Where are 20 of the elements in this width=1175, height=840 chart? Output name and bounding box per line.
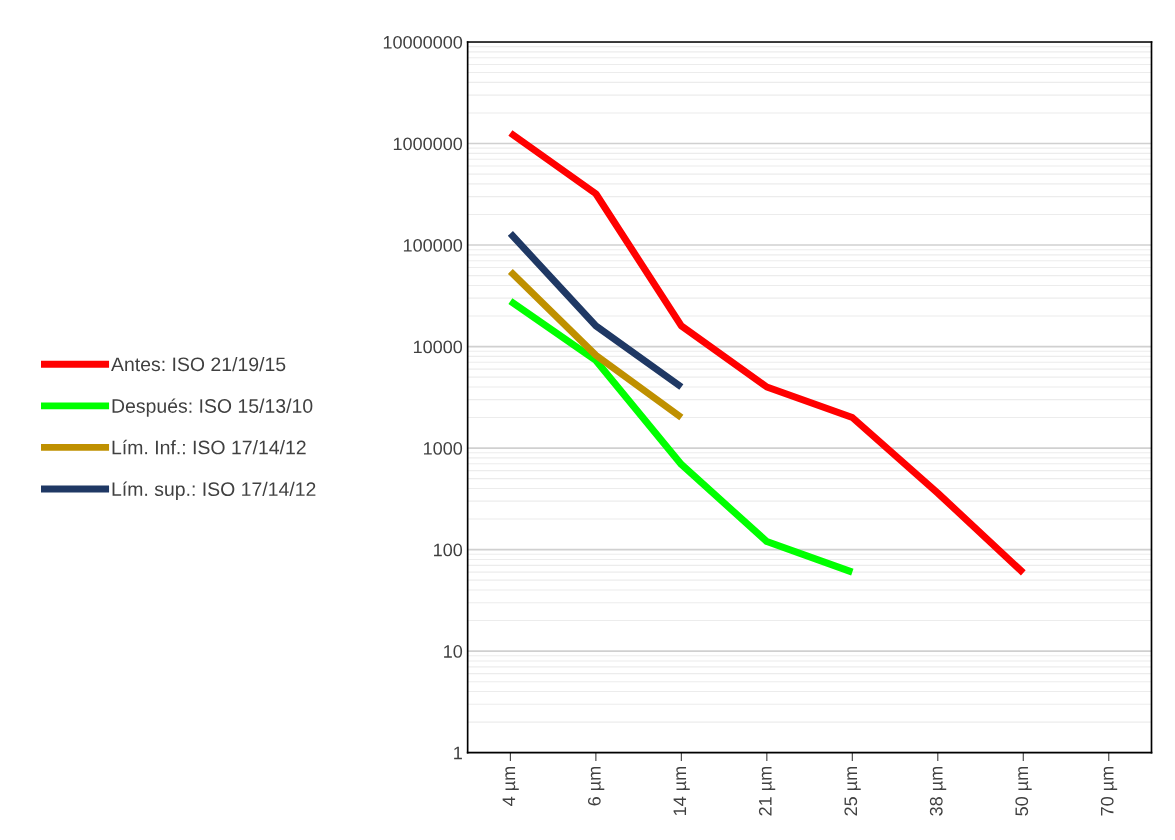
legend-label: Antes: ISO 21/19/15 — [111, 356, 286, 372]
y-tick-label: 10000 — [413, 340, 463, 354]
y-tick-label: 10 — [444, 645, 463, 658]
x-tick-label: 14 µm — [673, 767, 690, 815]
y-tick-label: 1000 — [424, 442, 463, 455]
y-tick-label: 1 — [454, 746, 462, 760]
legend-label: Lím. Inf.: ISO 17/14/12 — [112, 439, 306, 455]
y-tick-label: 100 — [434, 543, 463, 557]
x-tick-label: 25 µm — [844, 767, 861, 816]
x-tick-label: 4 µm — [502, 767, 519, 806]
x-tick-label: 21 µm — [758, 767, 776, 816]
y-tick-label: 10000000 — [383, 35, 463, 49]
x-tick-label: 70 µm — [1100, 767, 1118, 816]
y-tick-label: 100000 — [403, 238, 463, 252]
x-tick-label: 6 µm — [587, 767, 605, 806]
x-tick-label: 50 µm — [1015, 767, 1032, 816]
x-tick-label: 38 µm — [929, 767, 947, 816]
legend-label: Después: ISO 15/13/10 — [112, 398, 313, 417]
legend-label: Lím. sup.: ISO 17/14/12 — [112, 481, 316, 500]
y-tick-label: 1000000 — [393, 137, 463, 151]
